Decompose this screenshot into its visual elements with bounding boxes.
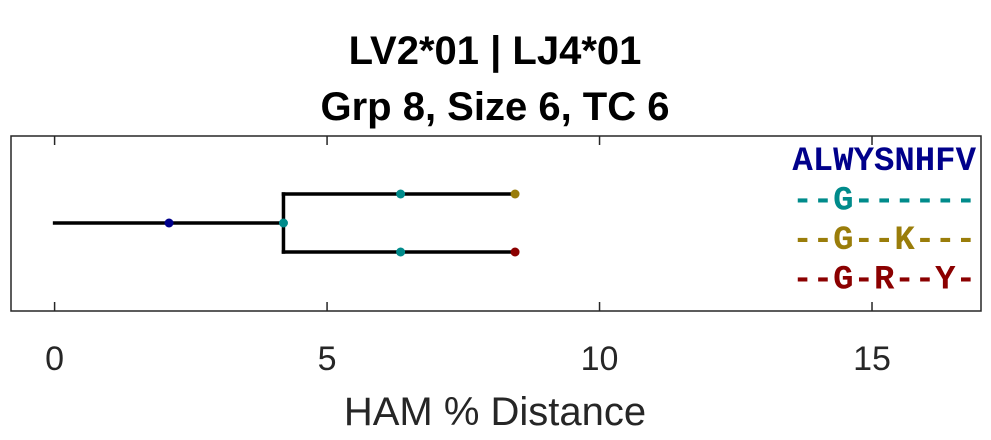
- sequence-label: --G-R--Y-: [792, 262, 976, 300]
- chart-title-line-1: LV2*01 | LJ4*01: [349, 29, 642, 73]
- dendrogram-node: [510, 189, 520, 199]
- x-tick-label: 5: [318, 340, 337, 378]
- x-tick-label: 15: [853, 340, 891, 378]
- dendrogram-node: [396, 189, 406, 199]
- sequence-label: ALWYSNHFV: [792, 143, 976, 181]
- plot-area-frame: [10, 135, 982, 312]
- x-axis-ticks: 0 5 10 15: [45, 136, 891, 378]
- x-tick-label: 0: [45, 340, 64, 378]
- sequence-label: --G------: [792, 183, 976, 221]
- dendrogram-node: [510, 247, 520, 257]
- dendrogram-node: [396, 247, 406, 257]
- x-axis-label: HAM % Distance: [344, 390, 646, 434]
- dendrogram-nodes: [164, 189, 520, 257]
- dendrogram-node: [278, 218, 288, 228]
- x-tick-label: 10: [581, 340, 619, 378]
- sequence-label: --G--K---: [792, 222, 976, 260]
- chart-title-line-2: Grp 8, Size 6, TC 6: [320, 85, 669, 129]
- sequence-labels: ALWYSNHFV--G--------G--K-----G-R--Y-: [792, 143, 976, 300]
- dendrogram-node: [164, 218, 174, 228]
